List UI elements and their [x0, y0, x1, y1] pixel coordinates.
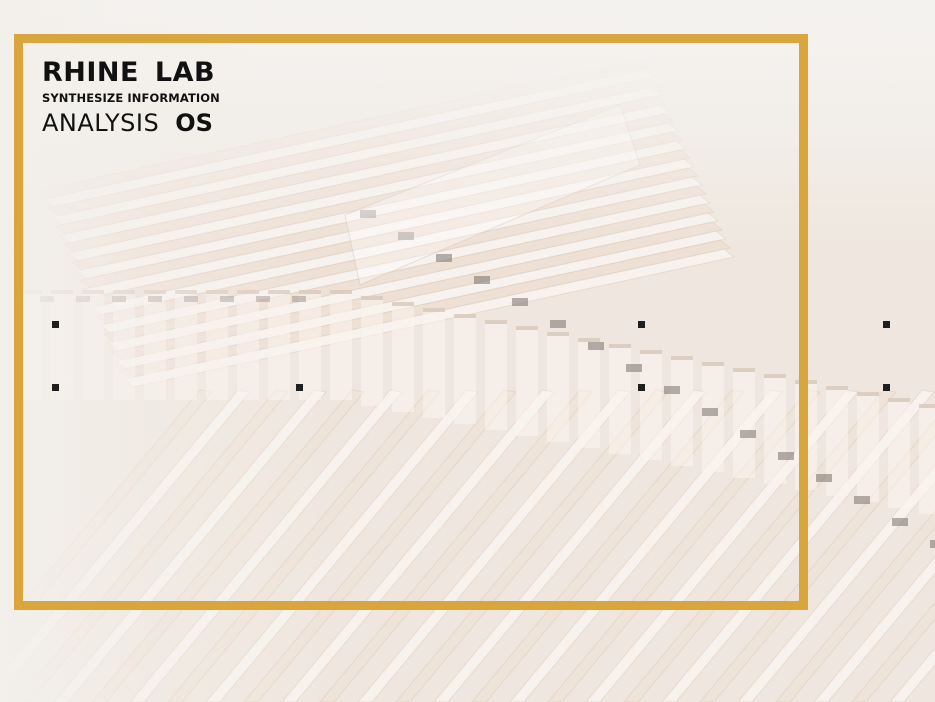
- resize-handle-right-bottom[interactable]: [883, 384, 890, 391]
- resize-handle-center-bottom[interactable]: [638, 384, 645, 391]
- resize-handle-right-top[interactable]: [883, 321, 890, 328]
- brand-tagline: SYNTHESIZE INFORMATION: [42, 91, 220, 105]
- resize-handle-center-top[interactable]: [638, 321, 645, 328]
- brand-title: RHINE LAB SYNTHESIZE INFORMATION ANALYSI…: [42, 57, 220, 138]
- product-name-main: ANALYSIS: [42, 109, 160, 137]
- resize-handle-mid-left-bottom[interactable]: [52, 384, 59, 391]
- resize-handle-mid-left-top[interactable]: [52, 321, 59, 328]
- product-name: ANALYSIS OS: [42, 108, 220, 138]
- selection-frame[interactable]: [14, 34, 808, 610]
- product-name-suffix: OS: [175, 109, 213, 137]
- resize-handle-center-left[interactable]: [296, 384, 303, 391]
- brand-name: RHINE LAB: [42, 57, 216, 88]
